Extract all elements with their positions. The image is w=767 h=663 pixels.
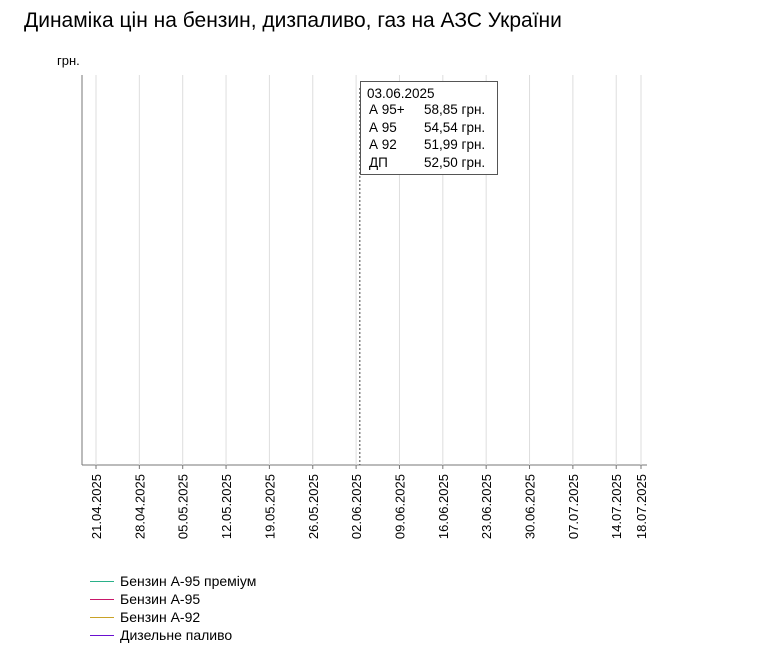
- legend-label: Дизельне паливо: [120, 627, 233, 643]
- legend-swatch: [90, 634, 114, 636]
- legend-item-a92[interactable]: Бензин А-92: [90, 608, 256, 626]
- tooltip-series-value: 52,50 грн.: [424, 154, 486, 170]
- chart-title: Динаміка цін на бензин, дизпаливо, газ н…: [24, 9, 562, 32]
- legend-label: Бензин А-95 преміум: [120, 573, 257, 589]
- x-tick-label: 21.04.2025: [89, 474, 104, 539]
- legend-swatch: [90, 580, 114, 582]
- tooltip-date: 03.06.2025: [367, 86, 435, 101]
- x-tick-label: 14.07.2025: [609, 474, 624, 539]
- chart-legend: Бензин А-95 преміум Бензин А-95 Бензин А…: [90, 572, 256, 644]
- tooltip-row: А 95+ 58,85 грн.: [367, 102, 497, 120]
- x-tick-label: 26.05.2025: [306, 474, 321, 539]
- tooltip-row: ДП 52,50 грн.: [367, 155, 497, 173]
- legend-swatch: [90, 616, 114, 618]
- legend-swatch: [90, 598, 114, 600]
- tooltip-series-value: 58,85 грн.: [424, 102, 486, 117]
- legend-item-a95[interactable]: Бензин А-95: [90, 590, 256, 608]
- tooltip-series-name: А 92: [369, 137, 397, 152]
- x-tick-label: 28.04.2025: [132, 474, 147, 539]
- tooltip-series-name: А 95: [369, 119, 397, 135]
- x-tick-label: 16.06.2025: [436, 474, 451, 539]
- x-tick-label: 09.06.2025: [392, 474, 407, 539]
- x-tick-label: 19.05.2025: [262, 474, 277, 539]
- legend-item-a95-premium[interactable]: Бензин А-95 преміум: [90, 572, 256, 590]
- x-tick-label: 23.06.2025: [479, 474, 494, 539]
- x-tick-label: 30.06.2025: [523, 474, 538, 539]
- tooltip-row: А 92 51,99 грн.: [367, 137, 497, 155]
- tooltip-series-name: А 95+: [369, 102, 405, 117]
- hover-tooltip: 03.06.2025 А 95+ 58,85 грн. А 95 54,54 г…: [360, 81, 498, 175]
- tooltip-row: А 95 54,54 грн.: [367, 120, 497, 138]
- legend-item-diesel[interactable]: Дизельне паливо: [90, 626, 256, 644]
- x-tick-label: 02.06.2025: [349, 474, 364, 539]
- x-tick-label: 05.05.2025: [176, 474, 191, 539]
- legend-label: Бензин А-95: [120, 591, 201, 607]
- legend-label: Бензин А-92: [120, 609, 201, 625]
- x-tick-label: 18.07.2025: [634, 474, 649, 539]
- tooltip-series-value: 51,99 грн.: [424, 137, 486, 152]
- x-tick-label: 07.07.2025: [566, 474, 581, 539]
- tooltip-series-name: ДП: [369, 154, 388, 170]
- tooltip-series-value: 54,54 грн.: [424, 119, 486, 135]
- x-tick-label: 12.05.2025: [219, 474, 234, 539]
- y-axis-label: грн.: [57, 53, 80, 68]
